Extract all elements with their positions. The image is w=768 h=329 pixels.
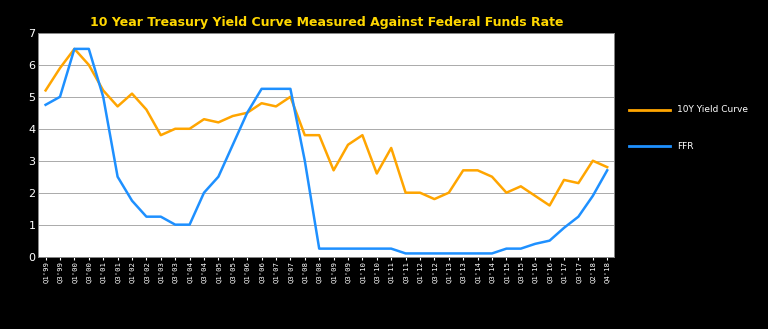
10Y Yield Curve xyxy=(343,143,353,147)
Text: 10Y Yield Curve: 10Y Yield Curve xyxy=(677,105,748,114)
10Y Yield Curve xyxy=(458,168,468,172)
10Y Yield Curve xyxy=(257,101,266,105)
10Y Yield Curve xyxy=(444,191,453,195)
FFR xyxy=(170,223,180,227)
10Y Yield Curve xyxy=(286,95,295,99)
FFR xyxy=(358,247,367,251)
FFR xyxy=(516,247,525,251)
FFR xyxy=(257,87,266,91)
FFR xyxy=(127,199,137,203)
Line: 10Y Yield Curve: 10Y Yield Curve xyxy=(45,49,607,206)
10Y Yield Curve xyxy=(574,181,583,185)
FFR xyxy=(401,251,410,255)
10Y Yield Curve xyxy=(300,133,310,137)
10Y Yield Curve xyxy=(603,165,612,169)
FFR xyxy=(458,251,468,255)
FFR xyxy=(156,215,165,219)
FFR xyxy=(430,251,439,255)
FFR xyxy=(473,251,482,255)
10Y Yield Curve xyxy=(430,197,439,201)
10Y Yield Curve xyxy=(588,159,598,163)
FFR xyxy=(271,87,280,91)
10Y Yield Curve xyxy=(502,191,511,195)
FFR xyxy=(488,251,497,255)
FFR xyxy=(386,247,396,251)
Line: FFR: FFR xyxy=(45,49,607,253)
FFR xyxy=(214,175,223,179)
FFR xyxy=(531,242,540,246)
10Y Yield Curve xyxy=(271,104,280,108)
10Y Yield Curve xyxy=(545,204,554,208)
10Y Yield Curve xyxy=(372,171,382,175)
FFR xyxy=(228,143,237,147)
10Y Yield Curve xyxy=(243,111,252,115)
FFR xyxy=(84,47,94,51)
Text: FFR: FFR xyxy=(677,142,694,151)
FFR xyxy=(444,251,453,255)
FFR xyxy=(545,239,554,242)
Text: 10 Year Treasury Yield Curve Measured Against Federal Funds Rate: 10 Year Treasury Yield Curve Measured Ag… xyxy=(90,16,563,30)
FFR xyxy=(300,159,310,163)
10Y Yield Curve xyxy=(401,191,410,195)
FFR xyxy=(343,247,353,251)
10Y Yield Curve xyxy=(559,178,568,182)
10Y Yield Curve xyxy=(142,108,151,112)
10Y Yield Curve xyxy=(516,184,525,188)
10Y Yield Curve xyxy=(488,175,497,179)
FFR xyxy=(574,215,583,219)
10Y Yield Curve xyxy=(127,92,137,96)
FFR xyxy=(588,194,598,198)
FFR xyxy=(372,247,382,251)
FFR xyxy=(113,175,122,179)
10Y Yield Curve xyxy=(200,117,209,121)
10Y Yield Curve xyxy=(228,114,237,118)
10Y Yield Curve xyxy=(473,168,482,172)
10Y Yield Curve xyxy=(70,47,79,51)
10Y Yield Curve xyxy=(329,168,338,172)
10Y Yield Curve xyxy=(156,133,165,137)
FFR xyxy=(286,87,295,91)
10Y Yield Curve xyxy=(55,66,65,70)
FFR xyxy=(329,247,338,251)
FFR xyxy=(98,95,108,99)
10Y Yield Curve xyxy=(113,104,122,108)
10Y Yield Curve xyxy=(98,89,108,92)
FFR xyxy=(142,215,151,219)
FFR xyxy=(315,247,324,251)
10Y Yield Curve xyxy=(531,194,540,198)
FFR xyxy=(415,251,425,255)
10Y Yield Curve xyxy=(415,191,425,195)
FFR xyxy=(243,111,252,115)
FFR xyxy=(185,223,194,227)
10Y Yield Curve xyxy=(84,63,94,67)
10Y Yield Curve xyxy=(214,120,223,124)
10Y Yield Curve xyxy=(185,127,194,131)
10Y Yield Curve xyxy=(358,133,367,137)
FFR xyxy=(41,103,50,107)
FFR xyxy=(200,191,209,195)
FFR xyxy=(559,226,568,230)
FFR xyxy=(55,95,65,99)
FFR xyxy=(70,47,79,51)
FFR xyxy=(502,247,511,251)
10Y Yield Curve xyxy=(386,146,396,150)
10Y Yield Curve xyxy=(170,127,180,131)
FFR xyxy=(603,168,612,172)
10Y Yield Curve xyxy=(315,133,324,137)
10Y Yield Curve xyxy=(41,89,50,92)
